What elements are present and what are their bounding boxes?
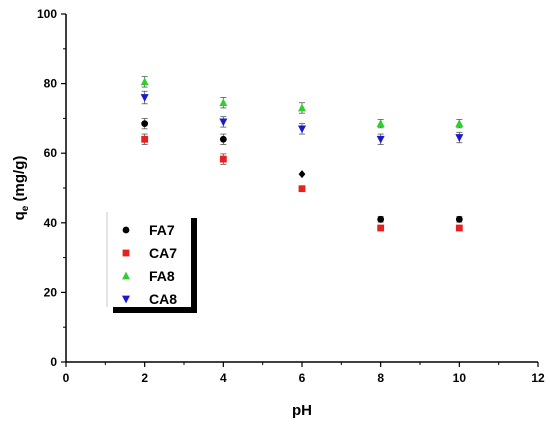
data-point-ca7 — [141, 135, 149, 143]
data-point-fa7 — [298, 170, 306, 179]
y-axis-title: qe (mg/g) — [11, 156, 31, 221]
x-tick-label: 6 — [299, 371, 306, 385]
data-point-ca8 — [455, 134, 464, 142]
y-tick-label: 100 — [37, 7, 57, 21]
y-tick-label: 0 — [50, 355, 57, 369]
data-point-fa8 — [140, 77, 149, 86]
x-tick-label: 2 — [141, 371, 148, 385]
data-point-ca8 — [219, 118, 228, 127]
y-axis-title-sub: e — [20, 205, 31, 211]
x-axis-title: pH — [292, 402, 312, 419]
legend-marker-fa8 — [122, 271, 130, 280]
data-point-fa7 — [455, 215, 463, 223]
legend-marker-fa7 — [122, 226, 130, 234]
x-tick-label: 8 — [377, 371, 384, 385]
legend-label-fa8: FA8 — [149, 268, 175, 284]
x-tick-label: 4 — [220, 371, 227, 385]
legend-marker-ca8 — [122, 295, 130, 304]
data-point-fa8 — [219, 98, 228, 107]
data-point-ca7 — [377, 224, 385, 232]
x-tick-label: 10 — [453, 371, 467, 385]
y-tick-label: 60 — [44, 146, 58, 160]
y-tick-label: 80 — [44, 77, 58, 91]
legend-label-ca8: CA8 — [149, 291, 177, 307]
legend-box — [107, 212, 191, 307]
legend-label-ca7: CA7 — [149, 245, 177, 261]
x-tick-label: 12 — [531, 371, 545, 385]
data-point-ca7 — [298, 185, 306, 193]
data-point-ca8 — [140, 94, 149, 102]
data-point-ca7 — [219, 155, 227, 163]
y-tick-label: 20 — [44, 285, 58, 299]
legend: FA7 CA7 FA8 CA8 — [106, 212, 197, 313]
data-point-fa8 — [376, 119, 385, 128]
data-point-ca8 — [376, 135, 385, 144]
data-point-fa7 — [141, 120, 149, 128]
legend-marker-ca7 — [122, 249, 130, 257]
legend-label-fa7: FA7 — [149, 222, 175, 238]
y-axis-title-main: q — [11, 211, 28, 220]
data-points — [140, 76, 464, 232]
axis-ticks: 0 2 4 6 8 10 12 0 20 40 60 80 100 — [37, 7, 545, 385]
data-point-fa8 — [455, 119, 464, 128]
data-point-fa7 — [377, 215, 385, 223]
data-point-ca7 — [455, 224, 463, 232]
data-point-fa8 — [298, 103, 306, 112]
y-axis-title-unit: (mg/g) — [11, 156, 28, 206]
data-point-fa7 — [219, 135, 227, 143]
x-tick-label: 0 — [63, 371, 70, 385]
data-point-ca8 — [298, 125, 306, 134]
y-tick-label: 40 — [44, 216, 58, 230]
